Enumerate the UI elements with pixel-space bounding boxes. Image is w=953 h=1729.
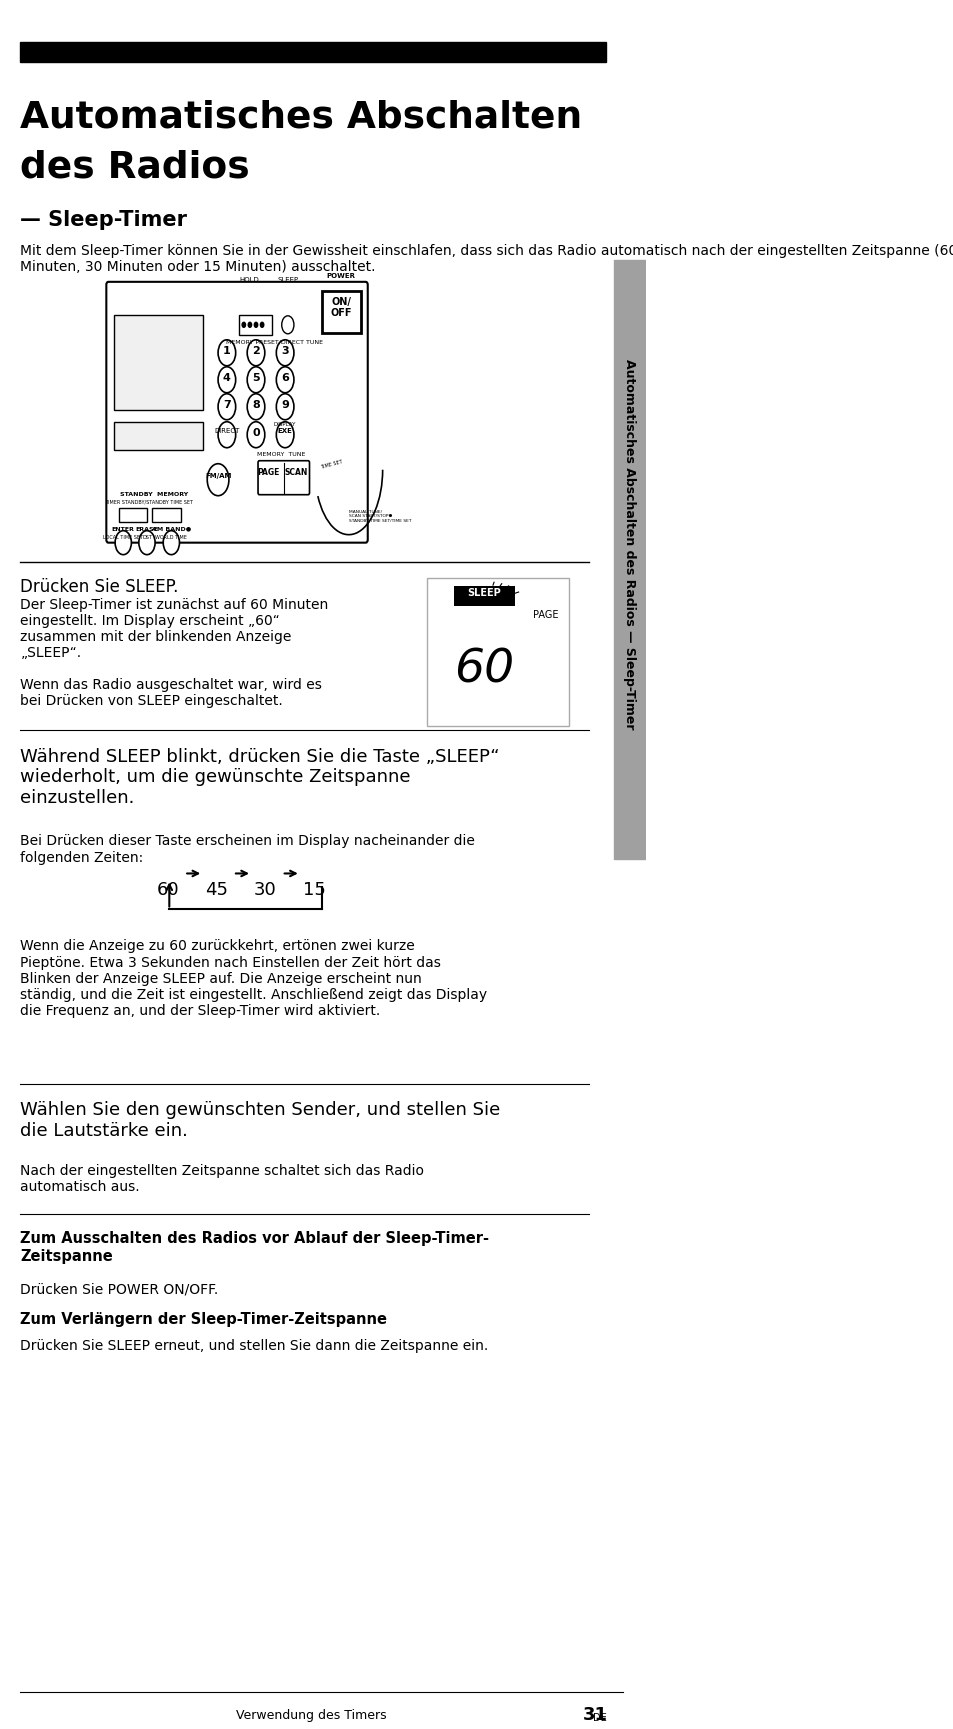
Circle shape	[276, 367, 294, 392]
Text: des Radios: des Radios	[20, 150, 250, 187]
Text: SCAN: SCAN	[284, 469, 307, 477]
Circle shape	[207, 463, 229, 496]
Circle shape	[254, 322, 257, 327]
Circle shape	[276, 422, 294, 448]
Text: LOCAL TIME SET: LOCAL TIME SET	[103, 534, 143, 539]
Text: 8: 8	[252, 399, 259, 410]
Text: DE: DE	[593, 1713, 606, 1724]
Circle shape	[247, 367, 265, 392]
Bar	[426, 577, 568, 726]
Text: ENTER: ENTER	[112, 527, 134, 533]
Circle shape	[139, 531, 155, 555]
Text: Wenn die Anzeige zu 60 zurückkehrt, ertönen zwei kurze
Pieptöne. Etwa 3 Sekunden: Wenn die Anzeige zu 60 zurückkehrt, ertö…	[20, 939, 487, 1018]
Text: Bei Drücken dieser Taste erscheinen im Display nacheinander die
folgenden Zeiten: Bei Drücken dieser Taste erscheinen im D…	[20, 835, 475, 864]
Text: — Sleep-Timer: — Sleep-Timer	[20, 209, 187, 230]
Text: Während SLEEP blinkt, drücken Sie die Taste „SLEEP“
wiederholt, um die gewünscht: Während SLEEP blinkt, drücken Sie die Ta…	[20, 747, 499, 807]
Circle shape	[218, 367, 235, 392]
Text: ON/
OFF: ON/ OFF	[331, 297, 352, 318]
Text: STANDBY  MEMORY: STANDBY MEMORY	[120, 491, 189, 496]
Circle shape	[115, 531, 132, 555]
Text: DISPLAY: DISPLAY	[274, 422, 296, 427]
Text: 1: 1	[223, 346, 231, 356]
FancyBboxPatch shape	[106, 282, 367, 543]
Text: 45: 45	[205, 882, 228, 899]
Text: TIME SET: TIME SET	[320, 460, 343, 470]
Text: 2: 2	[252, 346, 259, 356]
Bar	[321, 290, 360, 332]
Text: PAGE: PAGE	[533, 610, 558, 619]
Text: Nach der eingestellten Zeitspanne schaltet sich das Radio
automatisch aus.: Nach der eingestellten Zeitspanne schalt…	[20, 1164, 424, 1195]
Text: EXE: EXE	[277, 427, 293, 434]
Text: SLEEP: SLEEP	[277, 277, 298, 284]
Text: 5: 5	[252, 373, 259, 382]
Bar	[613, 259, 645, 859]
Bar	[118, 508, 147, 522]
Text: 30: 30	[253, 882, 276, 899]
Text: MEMORY  TUNE: MEMORY TUNE	[256, 451, 305, 456]
Circle shape	[276, 341, 294, 367]
Text: 60: 60	[454, 648, 514, 693]
Text: Zum Ausschalten des Radios vor Ablauf der Sleep-Timer-
Zeitspanne: Zum Ausschalten des Radios vor Ablauf de…	[20, 1231, 489, 1264]
Text: DIRECT: DIRECT	[214, 427, 239, 434]
Text: AM BAND●: AM BAND●	[152, 527, 191, 533]
Text: 9: 9	[281, 399, 289, 410]
Circle shape	[276, 394, 294, 420]
Text: Verwendung des Timers: Verwendung des Timers	[236, 1708, 387, 1722]
Text: Automatisches Abschalten: Automatisches Abschalten	[20, 100, 582, 137]
Text: Automatisches Abschalten des Radios — Sleep-Timer: Automatisches Abschalten des Radios — Sl…	[622, 360, 636, 730]
Text: 6: 6	[281, 373, 289, 382]
Bar	[113, 315, 203, 410]
FancyBboxPatch shape	[257, 460, 309, 494]
Text: 31: 31	[582, 1707, 607, 1724]
Text: WORLD TIME: WORLD TIME	[155, 534, 187, 539]
Circle shape	[247, 341, 265, 367]
Circle shape	[281, 316, 294, 334]
Text: 60: 60	[156, 882, 179, 899]
Text: DST: DST	[142, 534, 152, 539]
Circle shape	[163, 531, 179, 555]
Text: HOLD: HOLD	[239, 277, 258, 284]
Circle shape	[248, 322, 252, 327]
Bar	[454, 586, 515, 605]
Circle shape	[218, 341, 235, 367]
Text: 3: 3	[281, 346, 289, 356]
Text: 7: 7	[223, 399, 231, 410]
Bar	[152, 508, 181, 522]
Circle shape	[260, 322, 264, 327]
Bar	[20, 41, 605, 62]
Circle shape	[242, 322, 245, 327]
Text: Der Sleep-Timer ist zunächst auf 60 Minuten
eingestellt. Im Display erscheint „6: Der Sleep-Timer ist zunächst auf 60 Minu…	[20, 598, 328, 660]
Text: ERASE: ERASE	[135, 527, 158, 533]
Text: POWER: POWER	[327, 273, 355, 278]
Text: TIMER STANDBY/STANDBY TIME SET: TIMER STANDBY/STANDBY TIME SET	[105, 500, 193, 505]
Text: 4: 4	[223, 373, 231, 382]
Text: Drücken Sie POWER ON/OFF.: Drücken Sie POWER ON/OFF.	[20, 1283, 218, 1297]
Circle shape	[218, 422, 235, 448]
Text: Zum Verlängern der Sleep-Timer-Zeitspanne: Zum Verlängern der Sleep-Timer-Zeitspann…	[20, 1312, 387, 1328]
Circle shape	[218, 394, 235, 420]
Text: Wählen Sie den gewünschten Sender, und stellen Sie
die Lautstärke ein.: Wählen Sie den gewünschten Sender, und s…	[20, 1101, 500, 1139]
Text: SLEEP: SLEEP	[467, 588, 500, 598]
Circle shape	[247, 422, 265, 448]
Bar	[113, 422, 203, 450]
Text: 15: 15	[302, 882, 325, 899]
Text: 0: 0	[252, 427, 259, 437]
Text: Drücken Sie SLEEP erneut, und stellen Sie dann die Zeitspanne ein.: Drücken Sie SLEEP erneut, und stellen Si…	[20, 1340, 488, 1354]
Text: MANUAL TUNE/
SCAN START/STOP●
STANDBY TIME SET/TIME SET: MANUAL TUNE/ SCAN START/STOP● STANDBY TI…	[349, 510, 411, 522]
Text: Drücken Sie SLEEP.: Drücken Sie SLEEP.	[20, 577, 178, 597]
Text: PAGE: PAGE	[257, 469, 280, 477]
Text: FM/AM: FM/AM	[205, 472, 231, 479]
Circle shape	[247, 394, 265, 420]
Text: MEMORY PRESET/DIRECT TUNE: MEMORY PRESET/DIRECT TUNE	[226, 341, 322, 344]
Bar	[239, 315, 272, 335]
Text: Wenn das Radio ausgeschaltet war, wird es
bei Drücken von SLEEP eingeschaltet.: Wenn das Radio ausgeschaltet war, wird e…	[20, 678, 322, 707]
Text: Mit dem Sleep-Timer können Sie in der Gewissheit einschlafen, dass sich das Radi: Mit dem Sleep-Timer können Sie in der Ge…	[20, 244, 953, 275]
